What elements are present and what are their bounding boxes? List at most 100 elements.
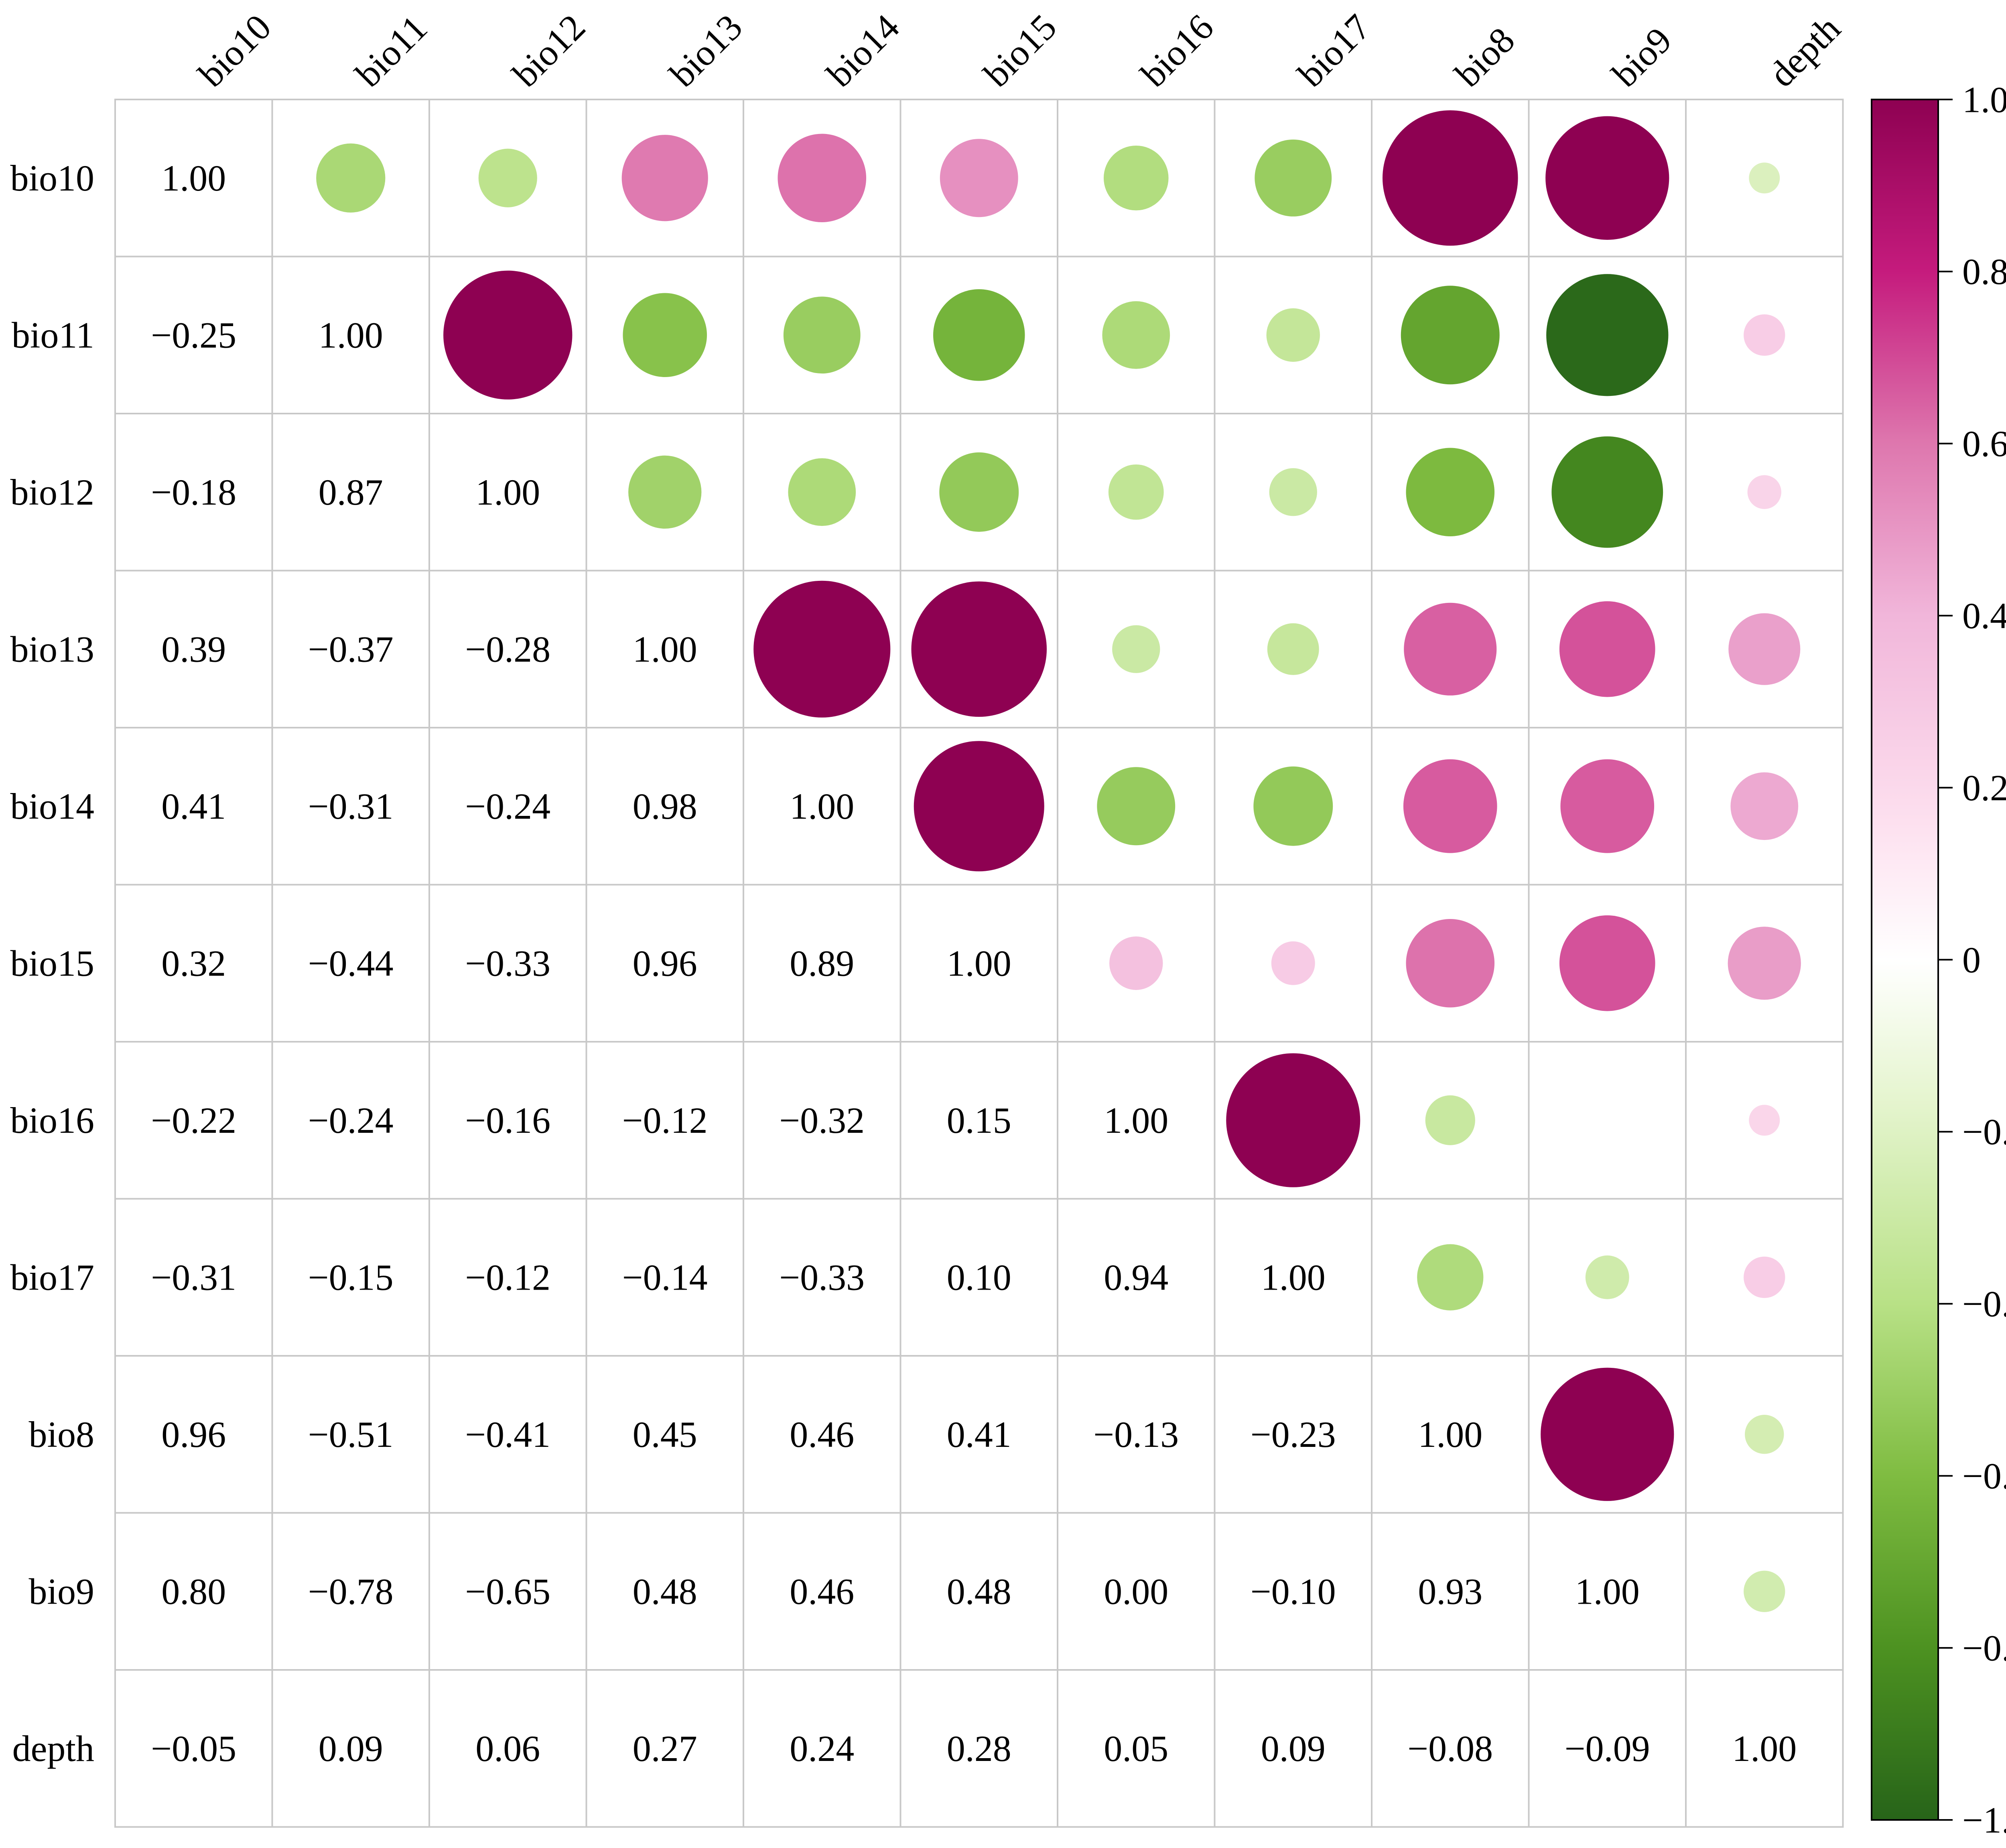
colorbar-tick-label: 0.2 bbox=[1962, 767, 2006, 808]
cell-circle-bio13-bio16 bbox=[1112, 625, 1160, 673]
cell-value-depth-bio11: 0.09 bbox=[319, 1728, 383, 1769]
column-label-bio9: bio9 bbox=[1604, 19, 1679, 95]
cell-circle-bio10-bio11 bbox=[316, 143, 386, 213]
cell-value-bio9-bio12: −0.65 bbox=[465, 1571, 550, 1612]
cell-value-bio13-bio13: 1.00 bbox=[633, 629, 697, 670]
cell-value-bio9-bio10: 0.80 bbox=[161, 1571, 226, 1612]
cell-circle-bio10-bio9 bbox=[1545, 116, 1669, 240]
cell-circle-bio11-bio17 bbox=[1266, 308, 1320, 362]
row-label-bio15: bio15 bbox=[10, 943, 94, 984]
cell-circle-bio11-bio14 bbox=[783, 296, 861, 374]
cell-value-depth-bio8: −0.08 bbox=[1407, 1728, 1493, 1769]
cell-value-bio15-bio11: −0.44 bbox=[308, 943, 394, 984]
cell-value-bio10-bio10: 1.00 bbox=[161, 158, 226, 199]
cell-circle-bio11-depth bbox=[1744, 314, 1785, 356]
cell-circle-bio14-bio15 bbox=[914, 741, 1044, 872]
cell-value-bio16-bio12: −0.16 bbox=[465, 1100, 550, 1141]
cell-circle-bio11-bio9 bbox=[1546, 274, 1669, 396]
cell-circle-bio10-depth bbox=[1749, 162, 1780, 194]
colorbar-tick-label: 0.4 bbox=[1962, 595, 2006, 636]
cell-value-bio17-bio12: −0.12 bbox=[465, 1257, 550, 1298]
cell-value-bio13-bio10: 0.39 bbox=[161, 629, 226, 670]
cell-circle-bio10-bio16 bbox=[1103, 145, 1169, 211]
cell-value-bio17-bio15: 0.10 bbox=[947, 1257, 1011, 1298]
cell-circle-bio11-bio16 bbox=[1102, 301, 1170, 369]
cell-value-bio17-bio14: −0.33 bbox=[779, 1257, 865, 1298]
cell-value-bio16-bio11: −0.24 bbox=[308, 1100, 394, 1141]
cell-circle-bio12-depth bbox=[1747, 475, 1781, 509]
cell-circle-bio17-bio9 bbox=[1585, 1255, 1629, 1299]
row-label-bio12: bio12 bbox=[10, 472, 94, 513]
cell-value-bio17-bio17: 1.00 bbox=[1261, 1257, 1326, 1298]
row-label-bio11: bio11 bbox=[12, 315, 94, 356]
cell-circle-bio16-bio17 bbox=[1226, 1053, 1360, 1187]
cell-circle-bio11-bio8 bbox=[1401, 286, 1500, 385]
cell-circle-bio13-bio8 bbox=[1404, 602, 1497, 696]
column-label-bio14: bio14 bbox=[819, 6, 907, 95]
colorbar-tick-label: 1.0 bbox=[1962, 79, 2006, 120]
cell-circle-bio12-bio15 bbox=[939, 452, 1019, 532]
cell-value-depth-bio14: 0.24 bbox=[790, 1728, 854, 1769]
cell-value-bio16-bio15: 0.15 bbox=[947, 1100, 1011, 1141]
cell-circle-bio12-bio14 bbox=[788, 458, 856, 526]
cell-circle-bio15-bio17 bbox=[1271, 941, 1315, 985]
column-label-bio11: bio11 bbox=[347, 7, 435, 95]
colorbar-tick-label: −0.2 bbox=[1962, 1112, 2006, 1152]
row-label-depth: depth bbox=[12, 1728, 94, 1769]
cell-value-bio17-bio16: 0.94 bbox=[1104, 1257, 1168, 1298]
cell-circle-bio17-bio8 bbox=[1417, 1244, 1484, 1310]
cell-value-bio16-bio16: 1.00 bbox=[1104, 1100, 1168, 1141]
cell-circle-bio14-depth bbox=[1730, 772, 1799, 840]
cell-value-bio8-bio16: −0.13 bbox=[1093, 1414, 1179, 1455]
cell-value-depth-bio16: 0.05 bbox=[1104, 1728, 1168, 1769]
cell-value-bio15-bio12: −0.33 bbox=[465, 943, 550, 984]
cell-circle-bio15-bio9 bbox=[1559, 915, 1655, 1011]
cell-value-bio13-bio12: −0.28 bbox=[465, 629, 550, 670]
cell-circle-bio10-bio13 bbox=[621, 135, 708, 221]
row-label-bio14: bio14 bbox=[10, 786, 94, 827]
cell-circle-bio14-bio16 bbox=[1097, 767, 1176, 846]
cell-circle-bio13-bio14 bbox=[753, 580, 891, 718]
column-label-bio13: bio13 bbox=[662, 6, 750, 95]
cell-value-bio12-bio12: 1.00 bbox=[475, 472, 540, 513]
cell-value-bio9-bio8: 0.93 bbox=[1418, 1571, 1482, 1612]
cell-value-depth-depth: 1.00 bbox=[1732, 1728, 1797, 1769]
cell-value-depth-bio15: 0.28 bbox=[947, 1728, 1011, 1769]
cell-value-depth-bio13: 0.27 bbox=[633, 1728, 697, 1769]
colorbar-tick-label: 0 bbox=[1962, 939, 1981, 980]
column-label-bio15: bio15 bbox=[976, 6, 1064, 95]
cell-circle-bio16-depth bbox=[1749, 1105, 1780, 1136]
colorbar-tick-label: −0.8 bbox=[1962, 1627, 2006, 1668]
cell-value-bio9-bio17: −0.10 bbox=[1251, 1571, 1336, 1612]
row-label-bio17: bio17 bbox=[10, 1257, 94, 1298]
colorbar-gradient bbox=[1872, 99, 1938, 1820]
cell-value-bio14-bio14: 1.00 bbox=[790, 786, 854, 827]
cell-value-bio9-bio9: 1.00 bbox=[1575, 1571, 1640, 1612]
cell-circle-bio15-depth bbox=[1728, 927, 1801, 1000]
cell-value-depth-bio9: −0.09 bbox=[1565, 1728, 1650, 1769]
cell-value-depth-bio10: −0.05 bbox=[151, 1728, 236, 1769]
cell-value-bio8-bio10: 0.96 bbox=[161, 1414, 226, 1455]
cell-value-bio14-bio13: 0.98 bbox=[633, 786, 697, 827]
column-label-bio17: bio17 bbox=[1290, 6, 1378, 95]
column-label-bio12: bio12 bbox=[505, 6, 593, 95]
column-label-bio16: bio16 bbox=[1133, 6, 1221, 95]
cell-value-bio9-bio15: 0.48 bbox=[947, 1571, 1011, 1612]
row-label-bio9: bio9 bbox=[28, 1571, 94, 1612]
cell-circle-bio12-bio17 bbox=[1269, 468, 1317, 516]
cell-value-depth-bio17: 0.09 bbox=[1261, 1728, 1326, 1769]
cell-circle-bio10-bio15 bbox=[940, 139, 1018, 217]
cell-value-bio16-bio10: −0.22 bbox=[151, 1100, 236, 1141]
column-label-bio8: bio8 bbox=[1447, 19, 1523, 95]
colorbar: 1.0 0.8 0.6 0.4 0.2 0 −0.2 −0.4 −0.6 −0.8 −1.0 bbox=[1871, 79, 2006, 1840]
column-label-bio10: bio10 bbox=[191, 6, 279, 95]
cell-value-bio8-bio17: −0.23 bbox=[1251, 1414, 1336, 1455]
cell-value-bio17-bio10: −0.31 bbox=[151, 1257, 236, 1298]
cell-value-bio12-bio10: −0.18 bbox=[151, 472, 236, 513]
row-label-bio8: bio8 bbox=[28, 1414, 94, 1455]
cell-circle-bio15-bio16 bbox=[1109, 936, 1163, 990]
cell-circle-bio10-bio8 bbox=[1382, 110, 1518, 246]
cell-value-bio8-bio8: 1.00 bbox=[1418, 1414, 1482, 1455]
cell-value-bio15-bio10: 0.32 bbox=[161, 943, 226, 984]
cell-circle-bio15-bio8 bbox=[1406, 919, 1495, 1008]
